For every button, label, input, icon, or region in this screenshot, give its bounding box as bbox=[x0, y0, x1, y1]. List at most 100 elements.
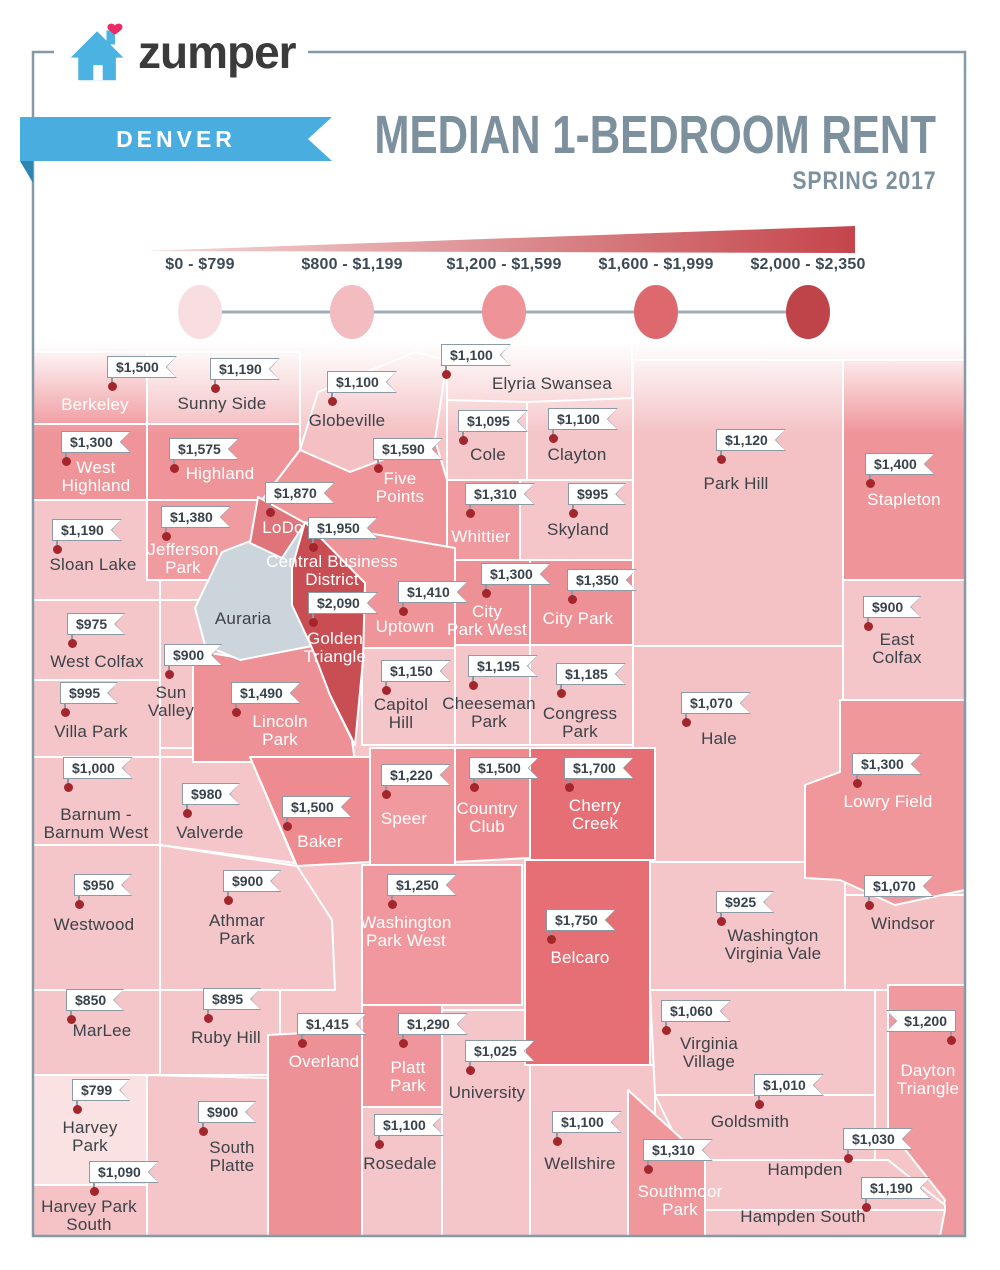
price-flag: $900 bbox=[223, 870, 281, 892]
house-icon bbox=[70, 23, 124, 81]
legend-gradient-wedge bbox=[145, 226, 855, 253]
neighborhood-label: Sun Valley bbox=[147, 683, 195, 720]
neighborhood-label: University bbox=[448, 1083, 526, 1102]
price-flag-text: $1,030 bbox=[844, 1129, 912, 1149]
legend-circle bbox=[634, 285, 678, 339]
neighborhood-label: Highland bbox=[185, 464, 255, 483]
price-flag: $1,150 bbox=[381, 660, 451, 682]
neighborhood-label: Congress Park bbox=[542, 704, 618, 741]
neighborhood-label: Lowry Field bbox=[843, 792, 933, 811]
price-flag: $900 bbox=[164, 644, 222, 666]
price-dot bbox=[442, 370, 451, 379]
price-flag: $1,120 bbox=[716, 429, 786, 451]
price-dot bbox=[644, 1165, 653, 1174]
price-flag: $1,350 bbox=[567, 569, 637, 591]
price-dot bbox=[64, 783, 73, 792]
price-flag-text: $1,590 bbox=[374, 439, 442, 459]
neighborhood-label: Valverde bbox=[176, 823, 244, 842]
price-flag-text: $995 bbox=[569, 484, 625, 504]
price-flag-text: $2,090 bbox=[309, 593, 377, 613]
neighborhood-label: Ruby Hill bbox=[191, 1028, 261, 1047]
price-flag-text: $1,190 bbox=[862, 1178, 930, 1198]
price-dot bbox=[62, 457, 71, 466]
neighborhood-label: Country Club bbox=[456, 799, 518, 836]
price-flag: $1,490 bbox=[231, 682, 301, 704]
price-dot bbox=[73, 1105, 82, 1114]
price-dot bbox=[224, 896, 233, 905]
price-flag-text: $1,190 bbox=[211, 359, 279, 379]
price-flag: $1,410 bbox=[398, 581, 468, 603]
neighborhood-label: Villa Park bbox=[54, 722, 128, 741]
neighborhood-label: Uptown bbox=[375, 617, 435, 636]
price-dot bbox=[309, 618, 318, 627]
legend-range-label: $2,000 - $2,350 bbox=[750, 256, 866, 273]
price-dot bbox=[183, 809, 192, 818]
price-dot bbox=[162, 532, 171, 541]
price-flag-text: $1,500 bbox=[108, 357, 176, 377]
neighborhood-label: Washington Virginia Vale bbox=[724, 926, 822, 963]
price-dot bbox=[469, 681, 478, 690]
neighborhood-label: Washington Park West bbox=[360, 913, 452, 950]
price-flag: $1,070 bbox=[864, 875, 934, 897]
heart-icon bbox=[107, 23, 123, 35]
neighborhood-label: Baker bbox=[297, 832, 343, 851]
price-flag-text: $1,700 bbox=[565, 758, 633, 778]
price-flag: $1,095 bbox=[458, 410, 528, 432]
neighborhood-label: Golden Triangle bbox=[303, 629, 367, 666]
price-flag: $1,100 bbox=[441, 344, 511, 366]
price-dot bbox=[108, 382, 117, 391]
neighborhood-label: Sloan Lake bbox=[49, 555, 137, 574]
price-dot bbox=[75, 900, 84, 909]
price-flag-text: $1,010 bbox=[755, 1075, 823, 1095]
price-flag: $1,310 bbox=[465, 483, 535, 505]
price-dot bbox=[565, 783, 574, 792]
neighborhood-label: Stapleton bbox=[867, 490, 941, 509]
neighborhood-label: Speer bbox=[380, 809, 428, 828]
legend-range-label: $1,600 - $1,999 bbox=[598, 256, 714, 273]
price-flag: $1,100 bbox=[327, 371, 397, 393]
neighborhood-label: Belcaro bbox=[550, 948, 610, 967]
price-flag-text: $1,410 bbox=[399, 582, 467, 602]
region-athmar-park bbox=[159, 844, 336, 991]
price-dot bbox=[53, 545, 62, 554]
price-dot bbox=[549, 434, 558, 443]
price-flag: $1,380 bbox=[161, 506, 231, 528]
price-flag: $1,700 bbox=[564, 757, 634, 779]
price-flag-text: $1,300 bbox=[853, 754, 921, 774]
price-flag: $1,300 bbox=[61, 431, 131, 453]
price-flag: $2,090 bbox=[308, 592, 378, 614]
price-flag-text: $1,150 bbox=[382, 661, 450, 681]
neighborhood-label: Wellshire bbox=[544, 1154, 616, 1173]
neighborhood-label: Berkeley bbox=[61, 395, 129, 414]
price-flag: $1,000 bbox=[63, 757, 133, 779]
price-flag-text: $1,500 bbox=[470, 758, 538, 778]
legend-circle bbox=[330, 285, 374, 339]
price-flag-text: $799 bbox=[73, 1080, 129, 1100]
neighborhood-label: Overland bbox=[288, 1052, 360, 1071]
price-dot bbox=[466, 509, 475, 518]
neighborhood-label: Rosedale bbox=[363, 1154, 437, 1173]
neighborhood-label: South Platte bbox=[209, 1138, 255, 1175]
price-dot bbox=[947, 1036, 956, 1045]
neighborhood-label: Dayton Triangle bbox=[896, 1061, 960, 1098]
price-flag-text: $1,310 bbox=[644, 1140, 712, 1160]
neighborhood-label: Hampden South bbox=[740, 1207, 866, 1226]
price-flag-text: $895 bbox=[204, 989, 260, 1009]
price-dot bbox=[204, 1014, 213, 1023]
price-flag-text: $1,060 bbox=[662, 1001, 730, 1021]
legend-circle bbox=[482, 285, 526, 339]
price-dot bbox=[90, 1187, 99, 1196]
price-flag-text: $1,415 bbox=[298, 1014, 366, 1034]
zumper-logo: zumper bbox=[54, 12, 308, 92]
price-flag: $1,100 bbox=[552, 1111, 622, 1133]
price-flag-text: $1,350 bbox=[568, 570, 636, 590]
price-flag-text: $1,310 bbox=[466, 484, 534, 504]
legend-scale bbox=[178, 285, 830, 339]
price-flag: $980 bbox=[182, 783, 240, 805]
price-flag: $1,190 bbox=[861, 1177, 931, 1199]
neighborhood-label: Five Points bbox=[375, 469, 425, 506]
price-flag: $799 bbox=[72, 1079, 130, 1101]
price-flag: $950 bbox=[74, 874, 132, 896]
